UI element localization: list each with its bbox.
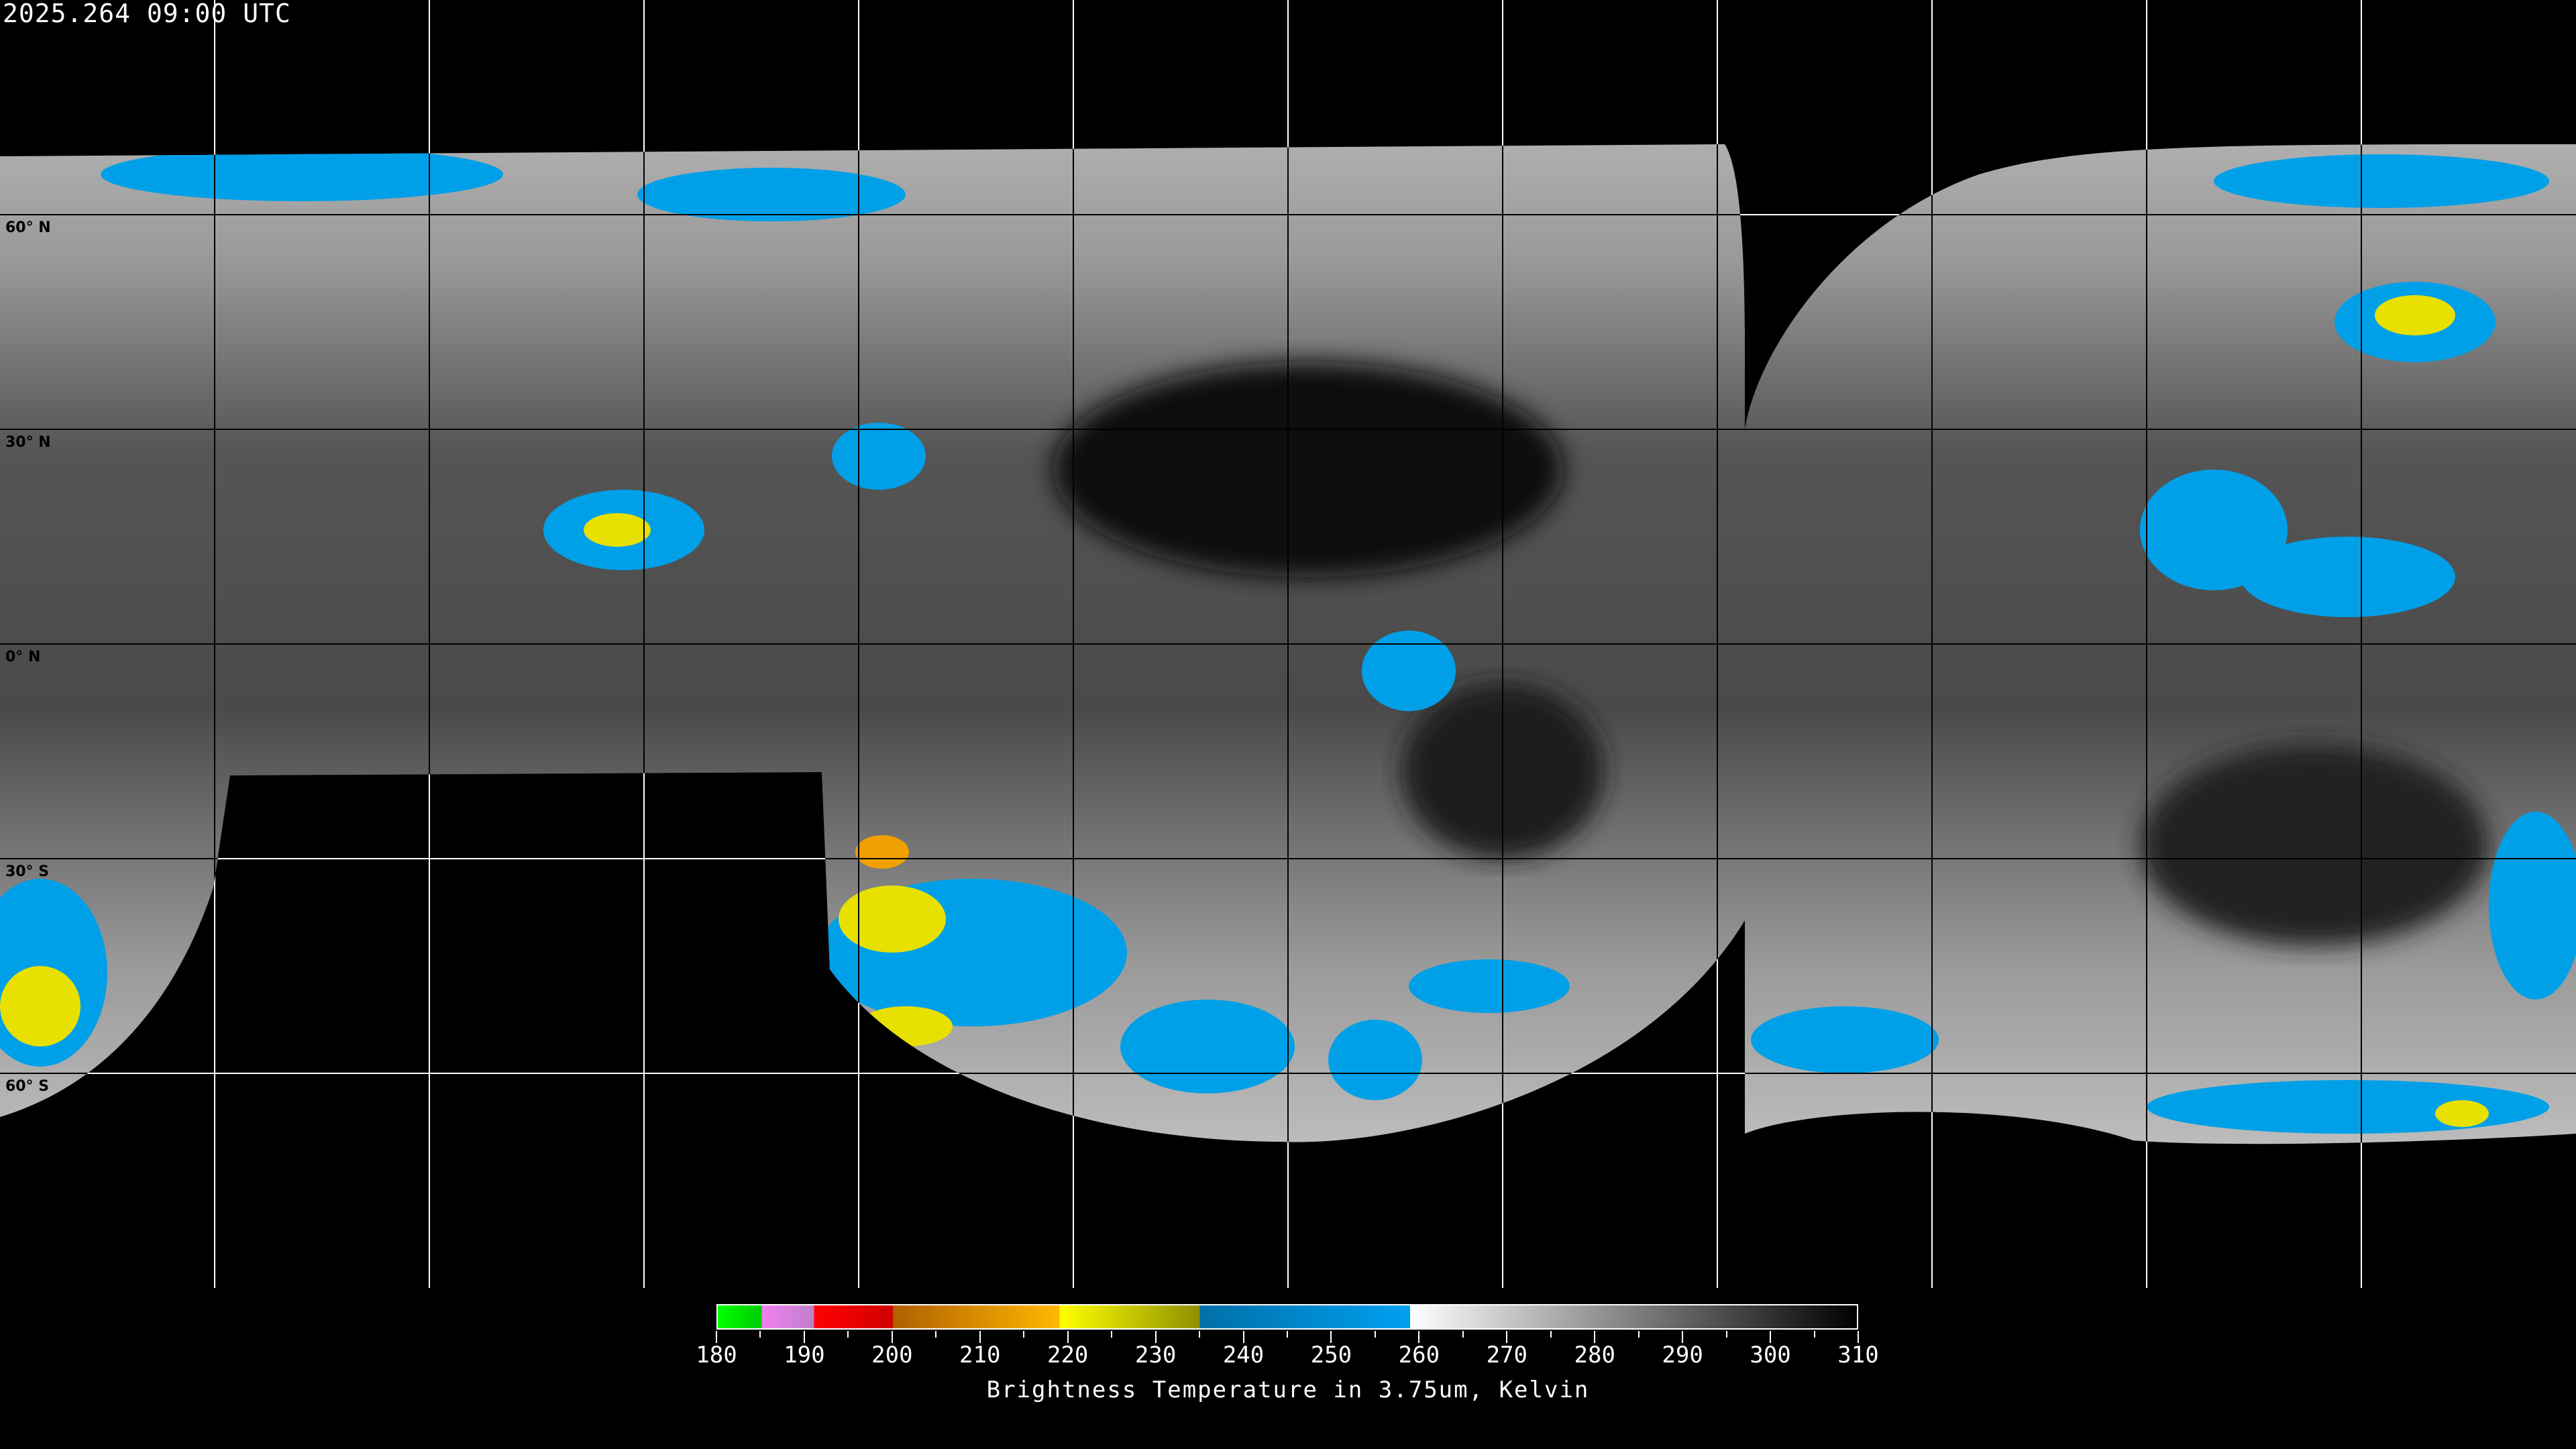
colorbar-tick: [1418, 1331, 1420, 1343]
colorbar-tick: [1462, 1331, 1464, 1338]
colorbar-tick: [1638, 1331, 1640, 1338]
dark-land-australia: [2140, 745, 2489, 946]
latitude-labels: 60° N 30° N 0° N 30° S 60° S: [5, 219, 51, 1095]
colorbar-tick-label: 250: [1310, 1342, 1352, 1368]
colorbar-tick-label: 220: [1046, 1342, 1089, 1368]
colorbar-tick-label: 210: [959, 1342, 1001, 1368]
coldest-cloud-region: [855, 835, 909, 869]
imagery: 60° N 30° N 0° N 30° S 60° S: [0, 144, 2576, 1144]
colorbar-tick: [1374, 1331, 1376, 1338]
colorbar-tick: [1682, 1331, 1684, 1343]
colorbar-tick: [1155, 1331, 1157, 1343]
colorbar-tick: [1330, 1331, 1332, 1343]
colorbar-tick: [1858, 1331, 1859, 1343]
very-cold-cloud-regions: [0, 295, 2489, 1127]
colorbar-tick: [1725, 1331, 1727, 1338]
colorbar-tick: [847, 1331, 849, 1338]
colorbar-tick-label: 280: [1574, 1342, 1615, 1368]
colorbar-tick: [1594, 1331, 1596, 1343]
colorbar-tick: [1067, 1331, 1069, 1343]
colorbar-tick: [891, 1331, 893, 1343]
colorbar-tick-label: 260: [1398, 1342, 1440, 1368]
colorbar-tick-label: 230: [1134, 1342, 1177, 1368]
latitude-label: 30° S: [5, 863, 49, 880]
colorbar-tick: [1287, 1331, 1288, 1338]
colorbar-tick: [979, 1331, 981, 1343]
timestamp: 2025.264 09:00 UTC: [3, 0, 291, 28]
colorbar-tick: [1023, 1331, 1025, 1338]
colorbar-tick: [716, 1331, 717, 1343]
colorbar-tick-label: 300: [1750, 1342, 1791, 1368]
latitude-label: 30° N: [5, 434, 51, 451]
colorbar: [716, 1304, 1858, 1330]
colorbar-tick: [1506, 1331, 1508, 1343]
colorbar-tick: [1550, 1331, 1552, 1338]
colorbar-tick: [1199, 1331, 1201, 1338]
colorbar-tick-label: 290: [1662, 1342, 1703, 1368]
colorbar-tick: [1242, 1331, 1244, 1343]
latitude-label: 0° N: [5, 649, 40, 665]
colorbar-tick: [759, 1331, 761, 1338]
colorbar-tick-label: 180: [696, 1342, 737, 1368]
colorbar-tick: [803, 1331, 805, 1343]
colorbar-tick: [1111, 1331, 1113, 1338]
dark-land-africa: [1053, 362, 1563, 577]
colorbar-tick: [935, 1331, 937, 1338]
colorbar-ticks: [716, 1331, 1859, 1346]
colorbar-tick-label: 310: [1837, 1342, 1879, 1368]
latitude-label: 60° N: [5, 219, 51, 236]
colorbar-tick-label: 200: [871, 1342, 913, 1368]
colorbar-tick: [1770, 1331, 1772, 1343]
colorbar-title: Brightness Temperature in 3.75um, Kelvin: [986, 1377, 1590, 1403]
colorbar-tick-label: 270: [1486, 1342, 1528, 1368]
colorbar-tick-label: 190: [784, 1342, 825, 1368]
colorbar-tick: [1813, 1331, 1815, 1338]
satellite-map: 60° N 30° N 0° N 30° S 60° S: [0, 0, 2576, 1288]
colorbar-tick-label: 240: [1222, 1342, 1265, 1368]
latitude-label: 60° S: [5, 1078, 49, 1095]
